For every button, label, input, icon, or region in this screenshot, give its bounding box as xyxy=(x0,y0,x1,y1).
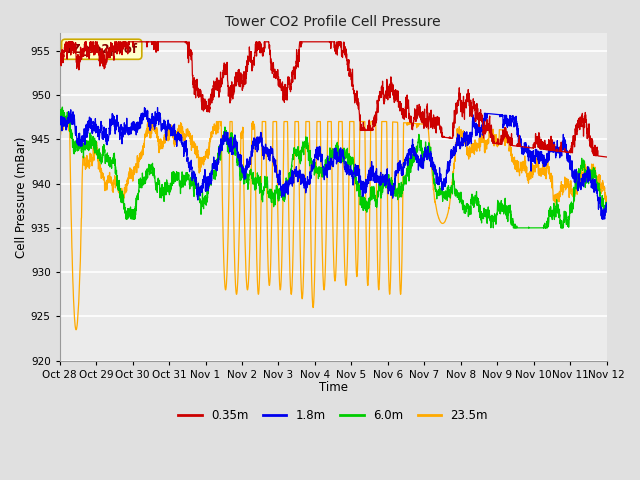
X-axis label: Time: Time xyxy=(319,381,348,394)
Title: Tower CO2 Profile Cell Pressure: Tower CO2 Profile Cell Pressure xyxy=(225,15,441,29)
Text: TZ_co2prof: TZ_co2prof xyxy=(65,43,138,56)
Y-axis label: Cell Pressure (mBar): Cell Pressure (mBar) xyxy=(15,136,28,258)
Legend: 0.35m, 1.8m, 6.0m, 23.5m: 0.35m, 1.8m, 6.0m, 23.5m xyxy=(173,405,493,427)
